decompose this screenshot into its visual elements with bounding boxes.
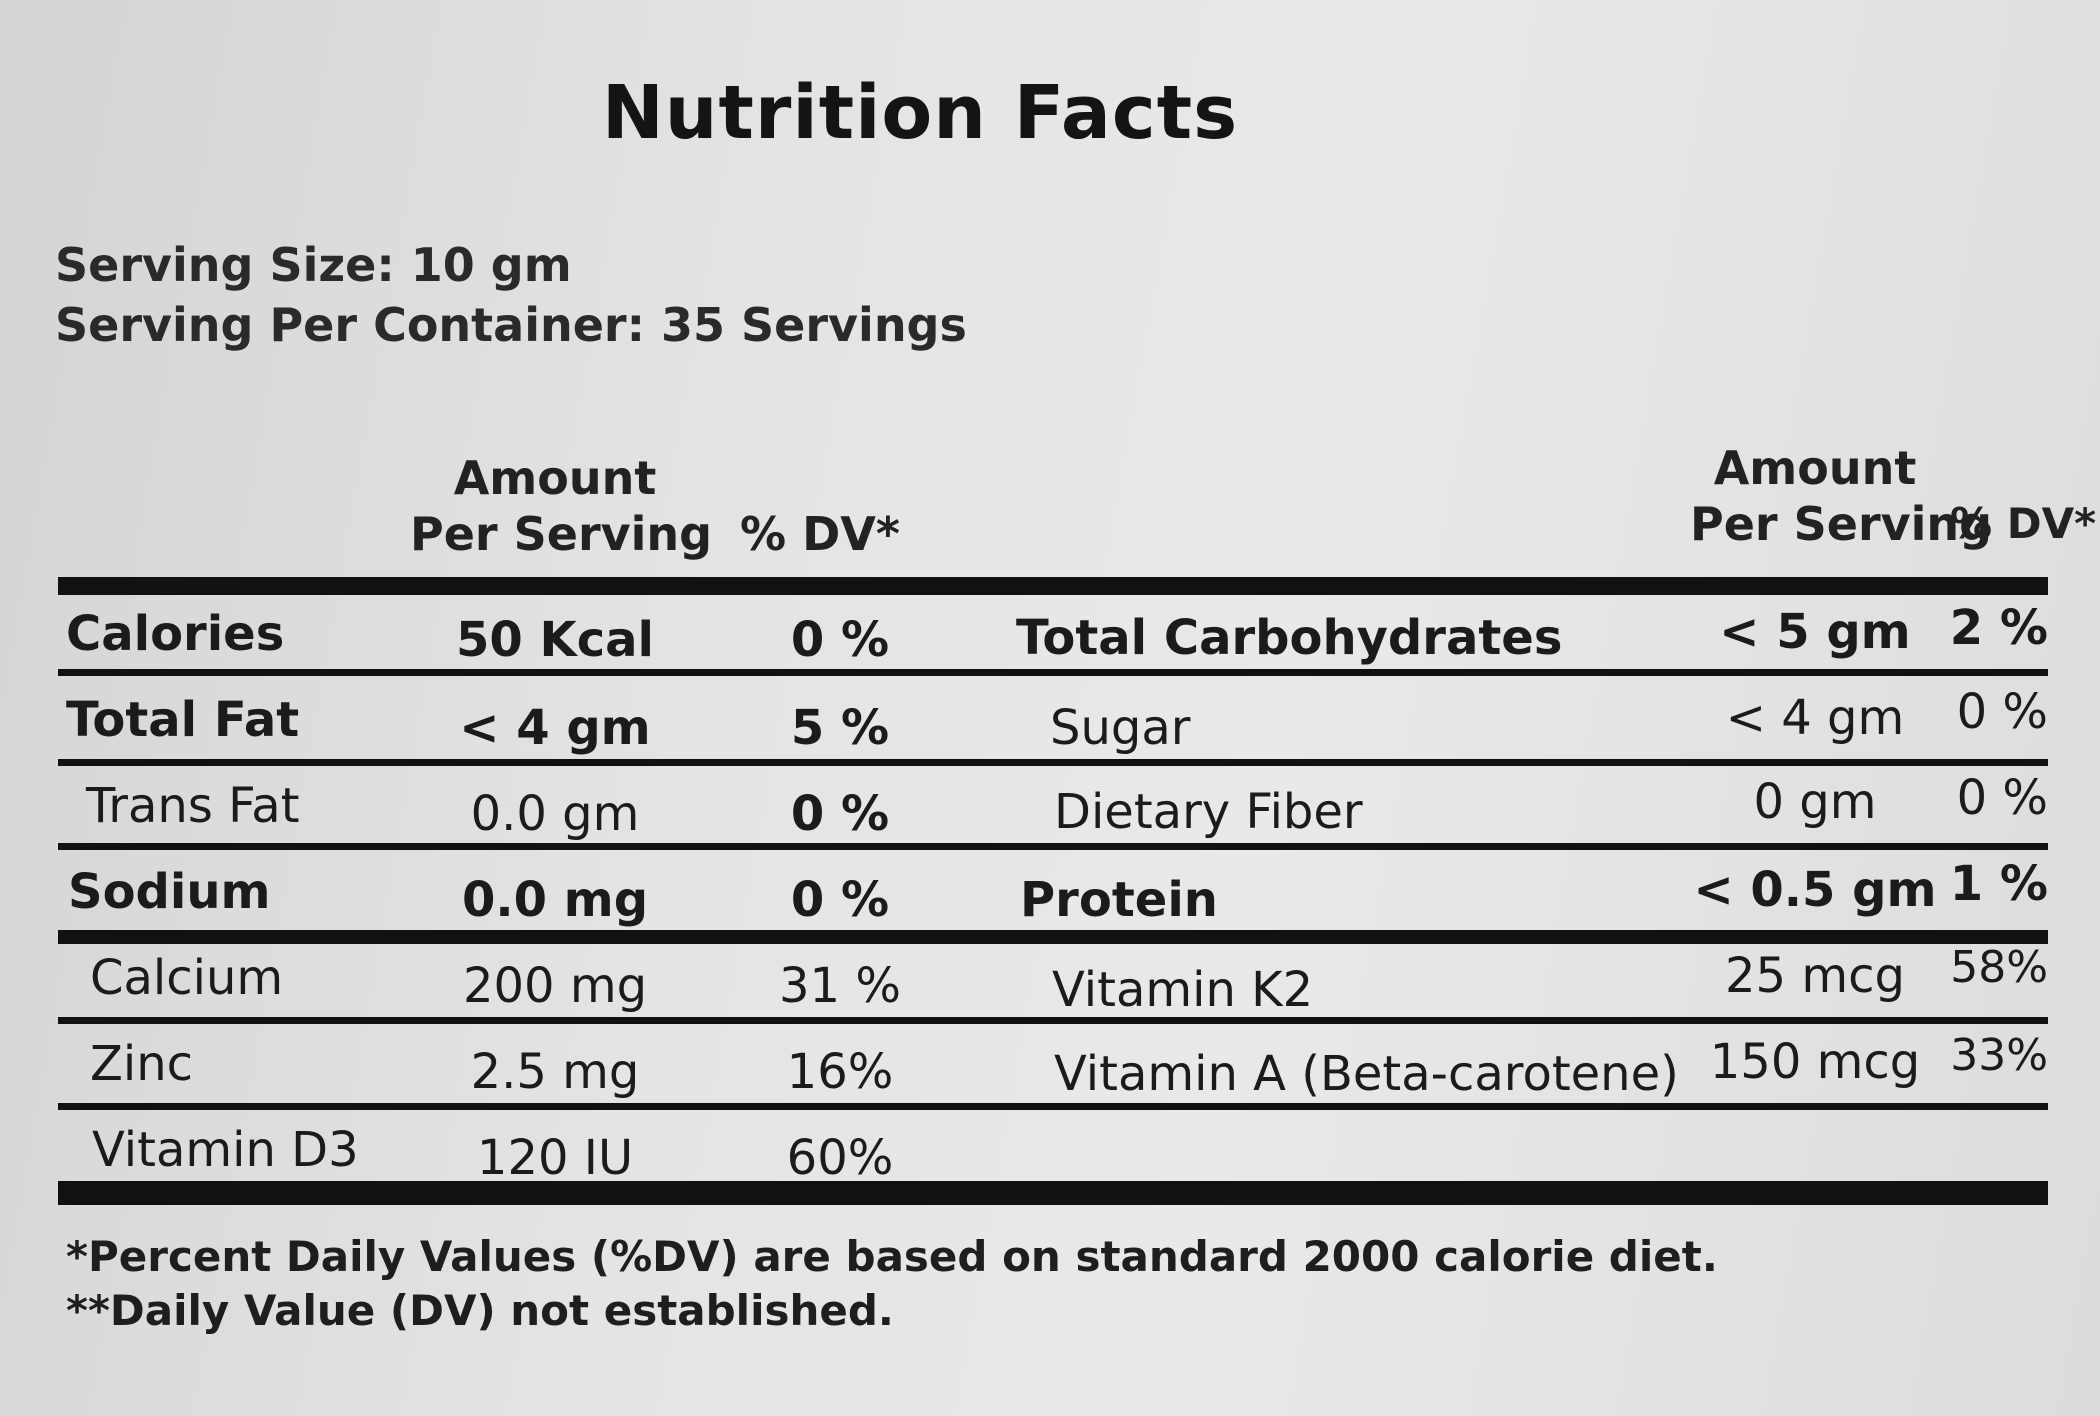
left-dv-header: % DV* [740, 507, 900, 561]
nutrient-amount: < 0.5 gm [1693, 862, 1937, 918]
right-amount-header-line1: Amount [1713, 441, 1917, 495]
serving-size: Serving Size: 10 gm [55, 238, 572, 292]
right-dv-header: % DV* [1950, 499, 2097, 548]
nutrient-amount: < 5 gm [1719, 604, 1911, 660]
nutrient-dv: 16% [786, 1044, 894, 1100]
row-divider [58, 843, 2048, 850]
nutrient-name: Trans Fat [86, 778, 300, 834]
row-divider-thick [58, 930, 2048, 944]
right-amount-header: Amount Per Serving [1690, 440, 1993, 552]
header-thick-rule [58, 577, 2048, 595]
nutrient-dv: 5 % [790, 700, 890, 756]
nutrient-dv: 0 % [790, 872, 890, 928]
right-amount-header-line2: Per Serving [1690, 497, 1993, 551]
nutrient-amount: 200 mg [462, 958, 648, 1014]
nutrient-name: Calcium [90, 950, 284, 1006]
nutrient-name: Vitamin D3 [92, 1122, 359, 1178]
nutrient-amount: 2.5 mg [470, 1044, 640, 1100]
nutrient-amount: 0 gm [1753, 774, 1877, 830]
nutrient-amount: 150 mcg [1709, 1034, 1921, 1090]
nutrient-amount: < 4 gm [459, 700, 651, 756]
nutrient-amount: 50 Kcal [456, 612, 654, 668]
nutrient-dv: 58% [1950, 942, 2048, 993]
left-amount-header: Amount Per Serving [410, 450, 713, 562]
nutrient-amount: 0.0 mg [461, 872, 649, 928]
row-divider [58, 669, 2048, 676]
nutrient-name: Vitamin A (Beta-carotene) [1054, 1046, 1679, 1102]
nutrient-name: Calories [66, 606, 285, 662]
nutrient-amount: 25 mcg [1725, 948, 1905, 1004]
nutrient-name: Zinc [90, 1036, 194, 1092]
nutrient-name: Total Carbohydrates [1016, 610, 1563, 666]
nutrient-dv: 0 % [790, 612, 890, 668]
nutrient-dv: 0 % [1956, 684, 2048, 740]
nutrient-amount: 120 IU [476, 1130, 634, 1186]
page-title: Nutrition Facts [601, 70, 1239, 156]
nutrient-dv: 1 % [1949, 856, 2048, 912]
nutrient-dv: 0 % [1956, 770, 2048, 826]
nutrient-dv: 31 % [779, 958, 901, 1014]
footnote-dv: *Percent Daily Values (%DV) are based on… [66, 1232, 1718, 1281]
row-divider [58, 1017, 2048, 1024]
nutrient-name: Total Fat [66, 692, 300, 748]
bottom-thick-rule [58, 1181, 2048, 1205]
nutrient-dv: 33% [1950, 1030, 2048, 1081]
nutrient-dv: 2 % [1949, 600, 2048, 656]
nutrient-name: Vitamin K2 [1052, 962, 1314, 1018]
nutrient-name: Sugar [1050, 700, 1191, 756]
nutrient-name: Sodium [68, 864, 271, 920]
nutrient-amount: 0.0 gm [470, 786, 640, 842]
nutrient-amount: < 4 gm [1725, 690, 1905, 746]
left-amount-header-line2: Per Serving [410, 507, 713, 561]
nutrient-name: Protein [1020, 872, 1218, 928]
row-divider [58, 1103, 2048, 1110]
servings-per-container: Serving Per Container: 35 Servings [55, 298, 967, 352]
nutrient-dv: 60% [786, 1130, 894, 1186]
row-divider [58, 759, 2048, 766]
left-amount-header-line1: Amount [453, 451, 657, 505]
footnote-not-established: **Daily Value (DV) not established. [66, 1286, 894, 1335]
nutrient-dv: 0 % [790, 786, 890, 842]
nutrient-name: Dietary Fiber [1054, 784, 1363, 840]
